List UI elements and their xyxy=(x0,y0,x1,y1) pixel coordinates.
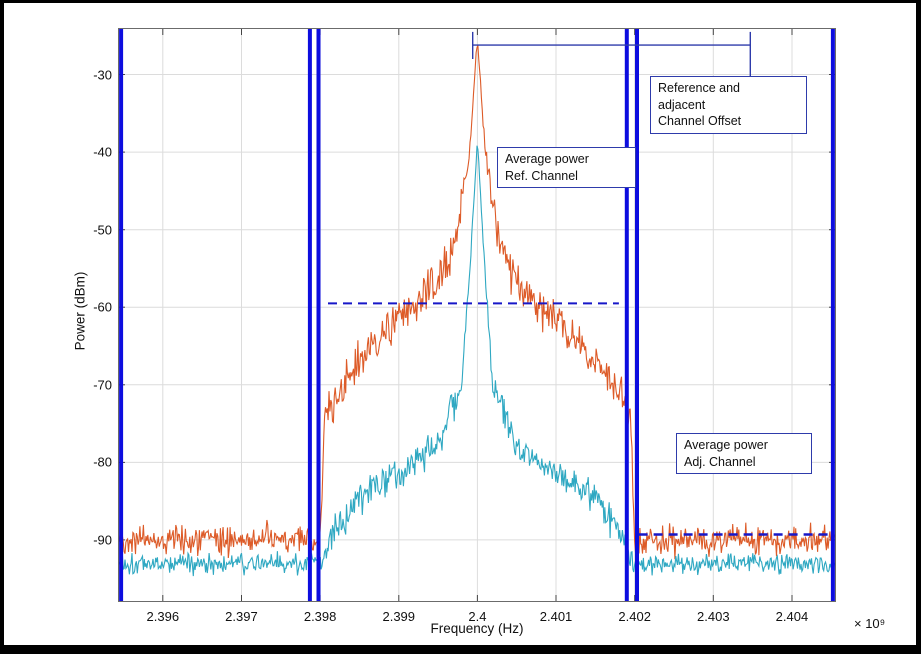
x-tick-label: 2.404 xyxy=(775,609,809,624)
y-tick-label: -70 xyxy=(93,377,112,393)
y-tick-label: -80 xyxy=(93,454,112,470)
x-tick-label: 2.396 xyxy=(146,609,180,624)
x-tick-label: 2.397 xyxy=(225,609,258,624)
y-tick-label: -60 xyxy=(93,299,112,315)
y-tick-label: -50 xyxy=(93,222,112,238)
y-tick-label: -40 xyxy=(93,144,112,160)
x-tick-label: 2.403 xyxy=(697,609,730,624)
x-tick-label: 2.402 xyxy=(618,609,651,624)
x-tick-label: 2.4 xyxy=(468,609,487,624)
x-tick-label: 2.399 xyxy=(382,609,416,624)
reference-channel-trace xyxy=(118,45,836,560)
plot-area xyxy=(118,28,836,602)
x-axis-exponent-label: × 10⁹ xyxy=(854,616,886,631)
y-tick-label: -90 xyxy=(93,532,112,548)
annotation-channel-offset: Reference and adjacent Channel Offset xyxy=(650,76,807,134)
annotation-avg-power-ref: Average power Ref. Channel xyxy=(497,147,636,188)
x-tick-label: 2.398 xyxy=(303,609,337,624)
x-tick-label: 2.401 xyxy=(539,609,573,624)
spectrum-svg xyxy=(118,28,836,602)
figure-canvas: Power (dBm) Frequency (Hz) × 10⁹ 2.396 2.… xyxy=(4,3,916,645)
annotation-avg-power-adj: Average power Adj. Channel xyxy=(676,433,812,474)
adjacent-channel-trace xyxy=(118,145,836,577)
x-axis-label: Frequency (Hz) xyxy=(430,621,524,636)
y-tick-label: -30 xyxy=(93,67,112,83)
